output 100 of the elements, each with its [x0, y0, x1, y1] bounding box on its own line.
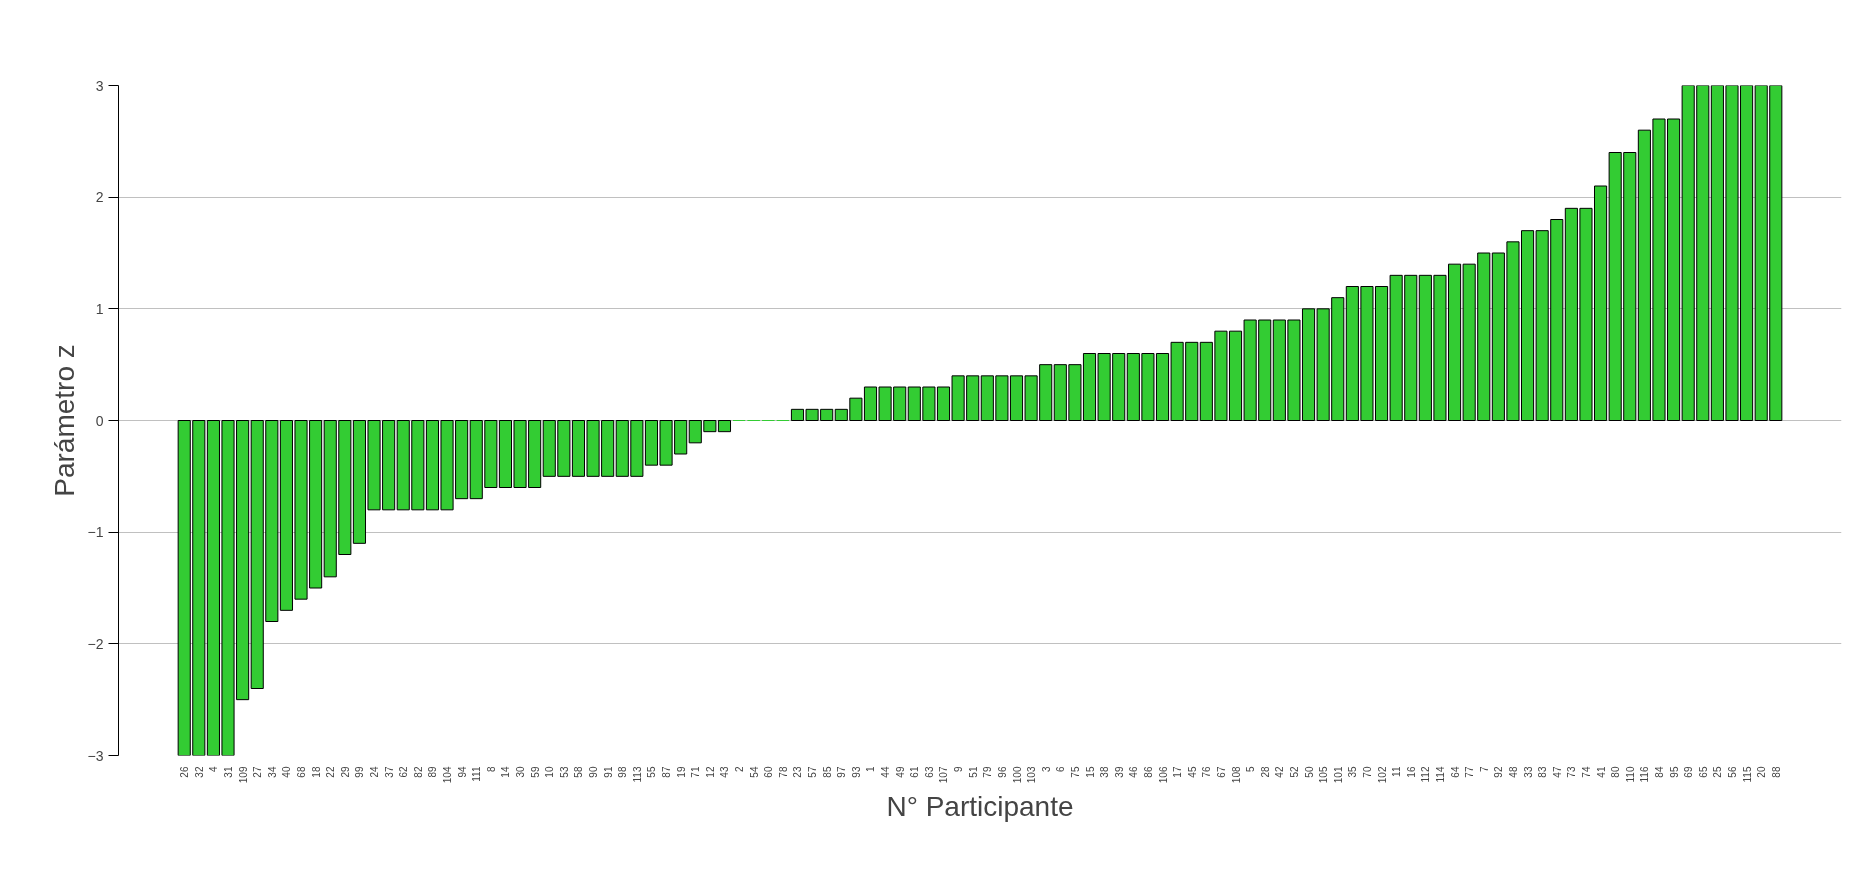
x-tick-label: 71: [690, 766, 702, 778]
x-tick-label: 109: [237, 766, 249, 784]
x-tick-label: 12: [704, 766, 716, 778]
x-tick-label: 43: [719, 766, 731, 778]
x-tick-label: 7: [1478, 766, 1490, 773]
x-tick-label: 5: [1245, 766, 1257, 773]
x-tick-label: 65: [1697, 766, 1709, 778]
x-tick-label: 69: [1683, 766, 1695, 778]
x-tick-label: 79: [982, 766, 994, 778]
x-tick-label: 11: [1391, 766, 1403, 777]
y-axis-title: Parámetro z: [48, 344, 80, 497]
x-tick-label: 83: [1537, 766, 1549, 778]
x-tick-label: 16: [1405, 766, 1417, 778]
x-tick-label: 17: [1172, 766, 1184, 778]
x-tick-label: 88: [1770, 766, 1782, 778]
x-tick-label: 91: [602, 766, 614, 778]
x-tick-label: 35: [1347, 766, 1359, 778]
x-tick-label: 70: [1361, 766, 1373, 778]
x-tick-label: 1: [865, 766, 877, 773]
x-tick-label: 14: [500, 766, 512, 778]
x-tick-label: 41: [1595, 766, 1607, 778]
x-tick-label: 110: [1624, 766, 1636, 783]
x-tick-label: 67: [1215, 766, 1227, 778]
x-tick-label: 57: [807, 766, 819, 778]
x-tick-label: 23: [792, 766, 804, 778]
x-tick-label: 60: [763, 766, 775, 778]
x-tick-label: 77: [1464, 766, 1476, 778]
x-tick-label: 102: [1376, 766, 1388, 784]
x-tick-label: 82: [412, 766, 424, 778]
x-tick-label: 58: [573, 766, 585, 778]
x-tick-label: 47: [1551, 766, 1563, 778]
x-tick-label: 45: [1186, 766, 1198, 778]
y-tick-label: 1: [95, 300, 104, 317]
x-tick-label: 31: [223, 766, 235, 778]
x-tick-label: 18: [310, 766, 322, 778]
x-tick-label: 25: [1712, 766, 1724, 778]
x-tick-label: 68: [296, 766, 308, 778]
x-tick-label: 42: [1274, 766, 1286, 778]
x-tick-label: 105: [1318, 766, 1330, 784]
x-tick-label: 59: [529, 766, 541, 778]
x-tick-label: 51: [967, 766, 979, 778]
x-tick-label: 27: [252, 766, 264, 778]
x-tick-label: 114: [1434, 766, 1446, 783]
x-tick-label: 104: [442, 766, 454, 784]
x-tick-label: 38: [1099, 766, 1111, 778]
x-tick-label: 56: [1726, 766, 1738, 778]
y-tick-label: −2: [87, 635, 104, 652]
x-tick-label: 8: [485, 766, 497, 773]
x-tick-label: 89: [427, 766, 439, 778]
x-tick-label: 29: [339, 766, 351, 778]
x-tick-label: 99: [354, 766, 366, 778]
x-tick-label: 55: [646, 766, 658, 778]
x-tick-label: 103: [1026, 766, 1038, 784]
x-axis-title: N° Participante: [886, 791, 1074, 823]
x-tick-label: 92: [1493, 766, 1505, 778]
x-tick-label: 19: [675, 766, 687, 778]
x-tick-label: 10: [544, 766, 556, 778]
x-tick-label: 116: [1639, 766, 1651, 783]
x-tick-label: 63: [923, 766, 935, 778]
x-tick-label: 73: [1566, 766, 1578, 778]
x-tick-label: 106: [1157, 766, 1169, 784]
x-tick-label: 62: [398, 766, 410, 778]
x-tick-label: 33: [1522, 766, 1534, 778]
x-tick-label: 64: [1449, 766, 1461, 778]
x-tick-label: 95: [1668, 766, 1680, 778]
x-tick-label: 87: [661, 766, 673, 778]
x-tick-label: 4: [208, 766, 220, 773]
x-tick-label: 76: [1201, 766, 1213, 778]
y-tick-label: 3: [95, 77, 104, 94]
x-tick-label: 50: [1303, 766, 1315, 778]
x-tick-label: 74: [1580, 766, 1592, 778]
x-tick-label: 6: [1055, 766, 1067, 773]
x-tick-label: 3: [1040, 766, 1052, 773]
x-tick-label: 107: [938, 766, 950, 784]
x-tick-label: 78: [777, 766, 789, 778]
x-tick-label: 93: [850, 766, 862, 778]
x-tick-label: 112: [1420, 766, 1432, 783]
x-tick-label: 108: [1230, 766, 1242, 784]
x-tick-label: 97: [836, 766, 848, 778]
x-tick-label: 34: [266, 766, 278, 778]
x-tick-label: 28: [1259, 766, 1271, 778]
x-tick-label: 113: [631, 766, 643, 783]
x-tick-label: 37: [383, 766, 395, 778]
x-tick-label: 84: [1653, 766, 1665, 778]
x-tick-label: 61: [909, 766, 921, 778]
x-tick-label: 94: [456, 766, 468, 778]
x-tick-label: 86: [1142, 766, 1154, 778]
y-tick-label: −1: [87, 524, 104, 541]
x-tick-label: 20: [1756, 766, 1768, 778]
x-tick-label: 80: [1610, 766, 1622, 778]
x-tick-label: 53: [558, 766, 570, 778]
x-tick-label: 39: [1113, 766, 1125, 778]
x-tick-label: 30: [515, 766, 527, 778]
x-tick-label: 40: [281, 766, 293, 778]
x-tick-label: 101: [1332, 766, 1344, 784]
x-tick-label: 49: [894, 766, 906, 778]
x-tick-label: 96: [996, 766, 1008, 778]
x-tick-label: 98: [617, 766, 629, 778]
x-tick-label: 115: [1741, 766, 1753, 783]
y-tick-label: 0: [95, 412, 104, 429]
